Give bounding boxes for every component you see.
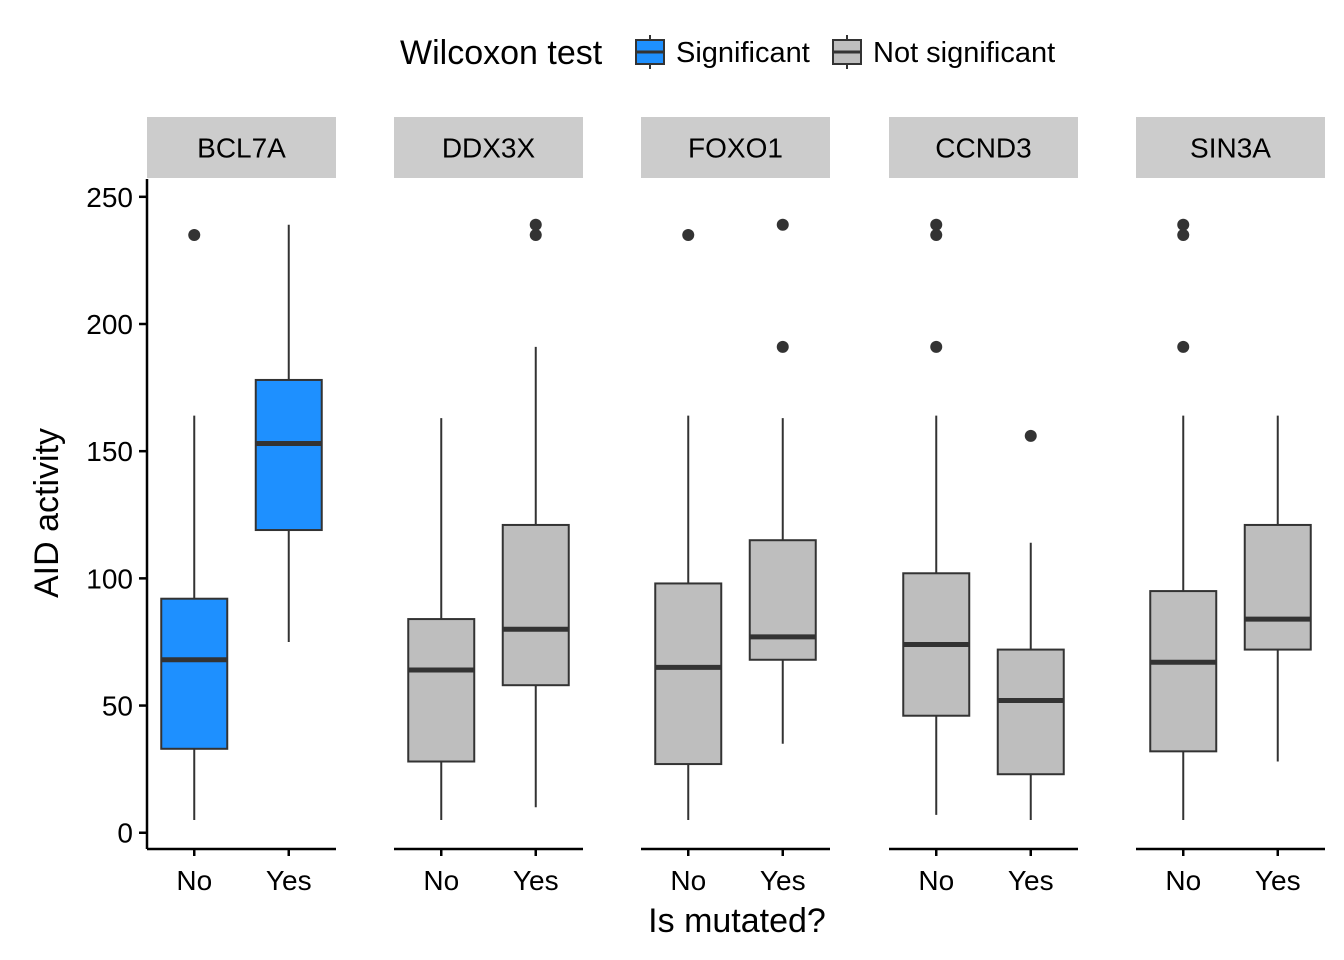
box-iqr: [254, 378, 323, 532]
box: [1149, 218, 1218, 821]
x-tick-label: Yes: [1008, 865, 1054, 896]
facet-panel: BCL7A No Yes: [147, 117, 336, 896]
legend-title: Wilcoxon test: [400, 34, 603, 72]
facet-panel: SIN3A No Yes: [1136, 117, 1325, 896]
legend-key: [635, 35, 665, 69]
x-tick-label: No: [670, 865, 706, 896]
facet-panel: FOXO1 No Yes: [641, 117, 830, 896]
box-iqr: [501, 523, 570, 687]
y-tick-label: 0: [117, 818, 133, 849]
outlier-point: [188, 228, 201, 241]
box-iqr: [407, 618, 476, 763]
box-iqr: [996, 648, 1065, 776]
box: [501, 218, 570, 808]
facet-strip-label: FOXO1: [688, 133, 783, 164]
box: [996, 429, 1065, 821]
box-iqr: [1243, 523, 1312, 651]
x-tick-label: No: [918, 865, 954, 896]
box: [254, 224, 323, 642]
box-iqr: [654, 582, 723, 766]
facet-strip: [147, 117, 336, 178]
box-iqr: [1149, 590, 1218, 753]
y-tick-label: 100: [86, 563, 133, 594]
outlier-point: [529, 218, 542, 231]
box: [407, 418, 476, 821]
facet-strip-label: BCL7A: [197, 133, 286, 164]
outlier-point: [930, 340, 943, 353]
x-tick-label: Yes: [266, 865, 312, 896]
box: [654, 228, 723, 821]
legend: Wilcoxon test Significant Not significant: [400, 34, 1055, 72]
facet-strip-label: DDX3X: [442, 133, 536, 164]
facet-strip-label: CCND3: [935, 133, 1031, 164]
y-tick-label: 50: [102, 691, 133, 722]
facet-strip-label: SIN3A: [1190, 133, 1271, 164]
legend-label: Not significant: [873, 37, 1055, 69]
facet-strip: [394, 117, 583, 178]
y-tick-label: 150: [86, 436, 133, 467]
box-iqr: [748, 539, 817, 661]
facet-panels: BCL7A No Yes DDX3X No Yes FOXO1 No Yes CCND3 No Yes…: [147, 117, 1325, 896]
outlier-point: [1177, 340, 1190, 353]
x-tick-label: No: [1165, 865, 1201, 896]
outlier-point: [930, 228, 943, 241]
outlier-point: [1177, 218, 1190, 231]
facet-strip: [1136, 117, 1325, 178]
box: [1243, 415, 1312, 762]
y-tick-label: 250: [86, 182, 133, 213]
facet-panel: CCND3 No Yes: [889, 117, 1078, 896]
box: [902, 218, 971, 815]
x-tick-label: Yes: [513, 865, 559, 896]
facet-panel: DDX3X No Yes: [394, 117, 583, 896]
legend-key: [832, 35, 862, 69]
legend-label: Significant: [676, 37, 810, 69]
y-axis-title: AID activity: [28, 428, 66, 598]
x-axis-title: Is mutated?: [648, 902, 826, 940]
x-tick-label: No: [176, 865, 212, 896]
x-tick-label: Yes: [760, 865, 806, 896]
outlier-point: [1024, 429, 1037, 442]
facet-strip: [889, 117, 1078, 178]
outlier-point: [529, 228, 542, 241]
outlier-point: [930, 218, 943, 231]
box: [160, 228, 229, 821]
outlier-point: [1177, 228, 1190, 241]
y-tick-label: 200: [86, 309, 133, 340]
facet-strip: [641, 117, 830, 178]
outlier-point: [776, 218, 789, 231]
y-axis: 0 50 100 150 200 250: [86, 179, 149, 849]
outlier-point: [776, 340, 789, 353]
box: [748, 218, 817, 744]
x-tick-label: Yes: [1255, 865, 1301, 896]
x-tick-label: No: [423, 865, 459, 896]
box-iqr: [160, 597, 229, 750]
outlier-point: [682, 228, 695, 241]
